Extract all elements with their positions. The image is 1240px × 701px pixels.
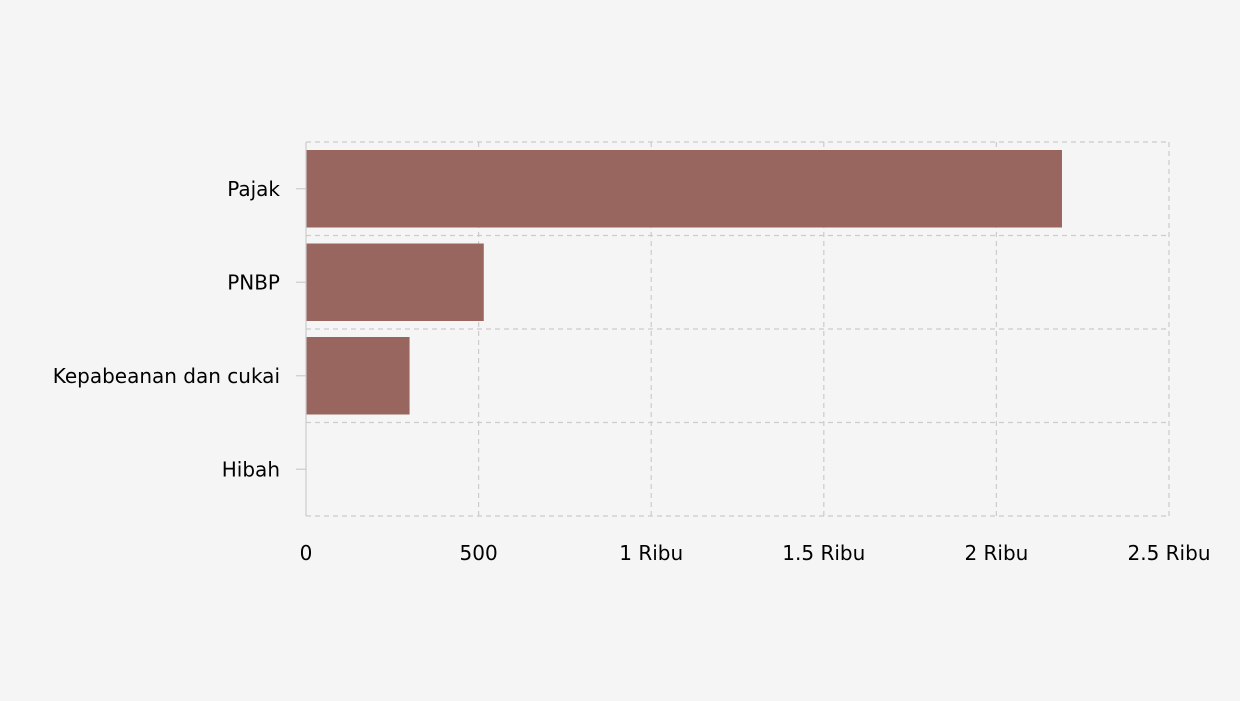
x-tick-label: 1.5 Ribu — [782, 541, 865, 565]
y-tick-label: Pajak — [227, 177, 280, 201]
x-tick-label: 2.5 Ribu — [1128, 541, 1211, 565]
y-tick-label: Hibah — [222, 457, 280, 481]
bar-pnbp[interactable] — [306, 244, 484, 322]
bar-kepabeanan-dan-cukai[interactable] — [306, 337, 410, 415]
axes — [296, 142, 306, 516]
x-tick-label: 1 Ribu — [619, 541, 683, 565]
x-tick-label: 2 Ribu — [964, 541, 1028, 565]
y-tick-label: Kepabeanan dan cukai — [53, 364, 280, 388]
x-tick-label: 500 — [460, 541, 498, 565]
x-tick-label: 0 — [300, 541, 313, 565]
bar-pajak[interactable] — [306, 150, 1062, 228]
y-tick-label: PNBP — [227, 270, 280, 294]
